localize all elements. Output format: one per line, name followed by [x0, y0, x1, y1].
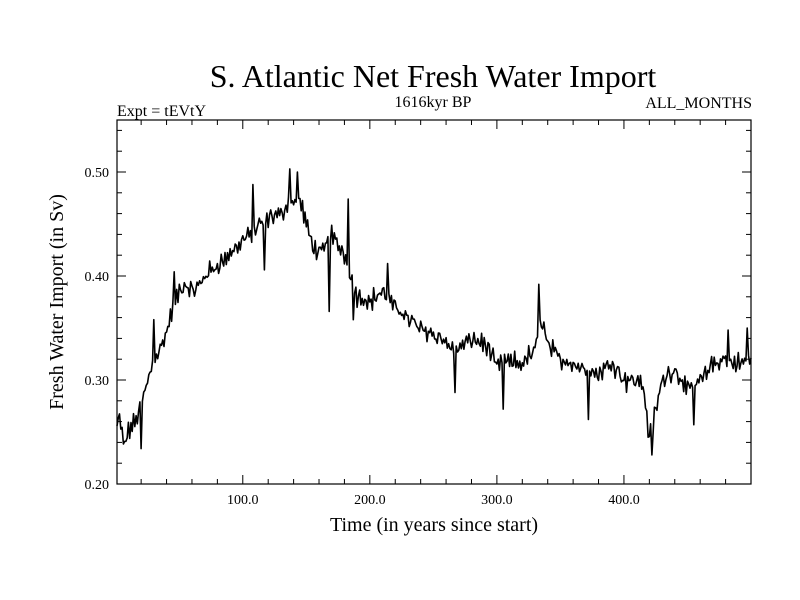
x-tick-label: 200.0: [354, 493, 386, 508]
series-line: [116, 168, 752, 456]
period-label: 1616kyr BP: [395, 94, 472, 111]
months-label: ALL_MONTHS: [645, 95, 752, 112]
x-tick-label: 100.0: [227, 493, 259, 508]
x-tick-label: 300.0: [481, 493, 513, 508]
y-tick-label: 0.40: [85, 270, 110, 285]
x-axis-label: Time (in years since start): [330, 514, 538, 536]
x-tick-label: 400.0: [608, 493, 640, 508]
axis-ticks: [117, 120, 751, 484]
chart-title: S. Atlantic Net Fresh Water Import: [210, 58, 657, 94]
y-tick-label: 0.50: [85, 166, 110, 181]
axis-tick-labels: 100.0 200.0 300.0 400.0 0.20 0.30 0.40 0.50: [85, 166, 640, 508]
plot-frame: [116, 119, 752, 485]
y-tick-label: 0.20: [85, 478, 110, 493]
y-axis-label: Fresh Water Import (in Sv): [46, 194, 68, 410]
y-tick-label: 0.30: [85, 374, 110, 389]
experiment-label: Expt = tEVtY: [117, 103, 206, 120]
